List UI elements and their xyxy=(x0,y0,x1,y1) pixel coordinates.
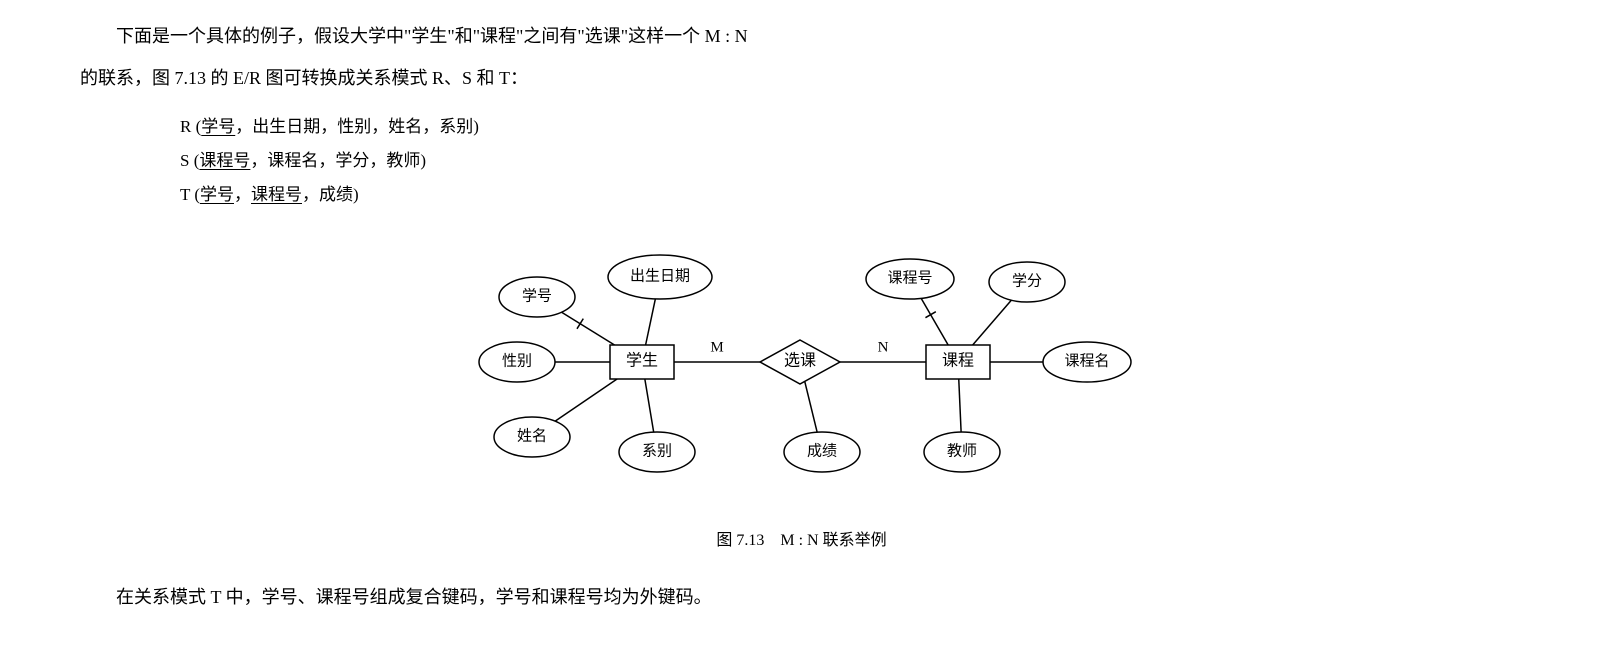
svg-text:学生: 学生 xyxy=(625,351,657,369)
svg-text:成绩: 成绩 xyxy=(806,442,836,459)
schema-T-rest: ，成绩) xyxy=(302,185,359,204)
svg-text:选课: 选课 xyxy=(783,351,815,369)
schema-list: R (学号，出生日期，性别，姓名，系别) S (课程号，课程名，学分，教师) T… xyxy=(180,110,1523,212)
svg-text:出生日期: 出生日期 xyxy=(629,267,689,284)
schema-S-rest: ，课程名，学分，教师) xyxy=(250,151,426,170)
schema-S: S (课程号，课程名，学分，教师) xyxy=(180,144,1523,178)
svg-text:姓名: 姓名 xyxy=(516,427,546,444)
para1-text-a: 下面是一个具体的例子，假设大学中"学生"和"课程"之间有"选课"这样一个 M :… xyxy=(116,26,748,46)
svg-text:性别: 性别 xyxy=(501,352,531,369)
svg-text:课程号: 课程号 xyxy=(887,269,932,286)
schema-R-rest: ，出生日期，性别，姓名，系别) xyxy=(235,117,479,136)
schema-T-prefix: T ( xyxy=(180,185,200,204)
schema-R: R (学号，出生日期，性别，姓名，系别) xyxy=(180,110,1523,144)
para1-text-b: 的联系，图 7.13 的 E/R 图可转换成关系模式 R、S 和 T： xyxy=(80,68,528,88)
svg-text:学号: 学号 xyxy=(521,287,551,304)
schema-T-key1: 学号 xyxy=(200,185,234,204)
svg-text:M: M xyxy=(710,339,723,355)
svg-text:课程名: 课程名 xyxy=(1064,352,1109,369)
er-diagram-container: 学生 课程 选课 M N 学号 出生日期性别姓名系别 成绩 课程号 学分课程名教师 xyxy=(80,237,1523,507)
footer-paragraph: 在关系模式 T 中，学号、课程号组成复合键码，学号和课程号均为外键码。 xyxy=(80,581,1523,613)
svg-text:N: N xyxy=(877,339,888,355)
intro-line-1: 下面是一个具体的例子，假设大学中"学生"和"课程"之间有"选课"这样一个 M :… xyxy=(80,20,1523,52)
er-diagram: 学生 课程 选课 M N 学号 出生日期性别姓名系别 成绩 课程号 学分课程名教师 xyxy=(422,237,1182,497)
schema-T: T (学号，课程号，成绩) xyxy=(180,178,1523,212)
schema-S-key: 课程号 xyxy=(199,151,250,170)
schema-S-prefix: S ( xyxy=(180,151,199,170)
figure-caption: 图 7.13 M : N 联系举例 xyxy=(80,527,1523,556)
svg-text:教师: 教师 xyxy=(946,442,976,459)
schema-R-key: 学号 xyxy=(201,117,235,136)
schema-T-key2: 课程号 xyxy=(251,185,302,204)
schema-R-prefix: R ( xyxy=(180,117,201,136)
svg-text:学分: 学分 xyxy=(1011,272,1041,289)
intro-line-2: 的联系，图 7.13 的 E/R 图可转换成关系模式 R、S 和 T： xyxy=(80,62,1523,94)
svg-text:课程: 课程 xyxy=(941,351,973,369)
schema-T-sep: ， xyxy=(234,185,251,204)
svg-text:系别: 系别 xyxy=(641,442,671,459)
